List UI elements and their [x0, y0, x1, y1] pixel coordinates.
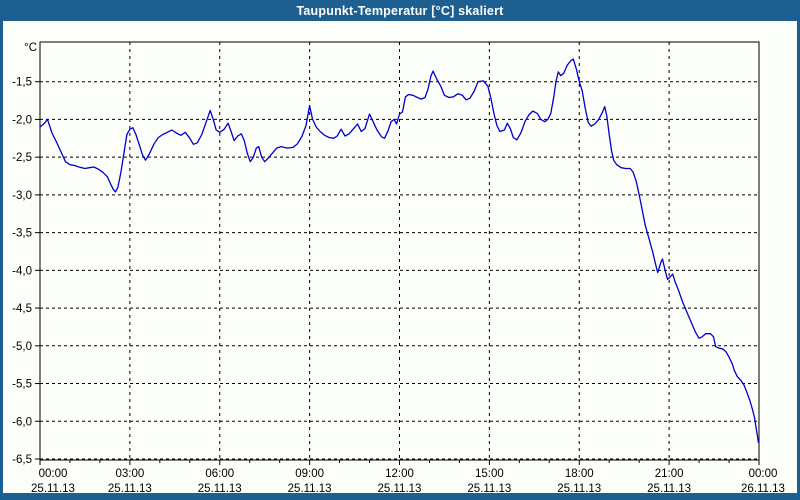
x-tick-time-label: 06:00 [205, 468, 234, 480]
window-title: Taupunkt-Temperatur [°C] skaliert [296, 3, 504, 18]
y-tick-label: -2,5 [12, 152, 32, 164]
x-tick-time-label: 18:00 [565, 468, 594, 480]
y-tick-label: -6,0 [12, 416, 32, 428]
plot-frame [39, 41, 760, 461]
title-bar: Taupunkt-Temperatur [°C] skaliert [0, 0, 800, 21]
x-tick-date-label: 26.11.13 [741, 483, 785, 495]
x-tick-time-label: 00:00 [39, 468, 68, 480]
y-tick-label: -1,5 [12, 77, 32, 89]
x-tick-date-label: 25.11.13 [108, 483, 152, 495]
x-tick-time-label: 12:00 [385, 468, 414, 480]
x-tick-date-label: 25.11.13 [31, 483, 75, 495]
x-tick-time-label: 21:00 [655, 468, 684, 480]
x-tick-date-label: 25.11.13 [647, 483, 691, 495]
y-tick-label: -3,0 [12, 190, 32, 202]
x-tick-date-label: 25.11.13 [198, 483, 242, 495]
x-tick-date-label: 25.11.13 [557, 483, 601, 495]
x-tick-date-label: 25.11.13 [288, 483, 332, 495]
x-tick-time-label: 03:00 [115, 468, 144, 480]
y-tick-label: -2,0 [12, 114, 32, 126]
y-tick-label: -3,5 [12, 228, 32, 240]
y-tick-label: -4,0 [12, 265, 32, 277]
x-tick-time-label: 09:00 [295, 468, 324, 480]
x-tick-time-label: 00:00 [749, 468, 778, 480]
data-line-series [39, 58, 760, 444]
x-tick-date-label: 25.11.13 [467, 483, 511, 495]
y-tick-label: -4,5 [12, 303, 32, 315]
y-axis-unit-label: °C [24, 42, 37, 54]
x-tick-time-label: 15:00 [475, 468, 504, 480]
y-tick-label: -5,0 [12, 341, 32, 353]
y-tick-label: -6,5 [12, 454, 32, 466]
y-tick-label: -5,5 [12, 379, 32, 391]
x-tick-date-label: 25.11.13 [378, 483, 422, 495]
